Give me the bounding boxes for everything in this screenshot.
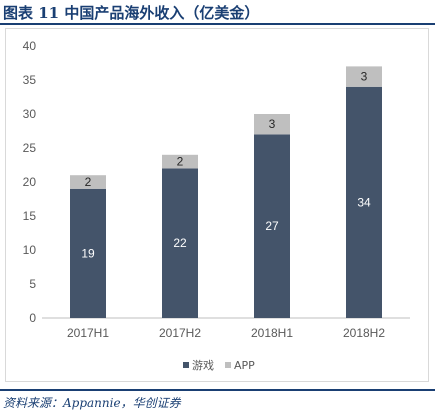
footer-rule: [0, 389, 435, 391]
bar-data-label: 34: [357, 195, 371, 209]
bar-data-label: 27: [265, 219, 279, 233]
y-tick-label: 5: [29, 277, 36, 291]
bar-data-label: 2: [177, 155, 184, 169]
y-tick-label: 40: [23, 39, 37, 53]
chart-frame: [5, 28, 429, 382]
x-tick-label: 2017H1: [67, 326, 109, 340]
title-rule: [0, 23, 435, 25]
bar-data-label: 3: [361, 70, 368, 84]
bar-segment: [70, 175, 106, 189]
y-tick-label: 20: [23, 175, 37, 189]
bar-data-label: 2: [85, 175, 92, 189]
legend-swatch: [183, 362, 189, 368]
x-tick-label: 2018H1: [251, 326, 293, 340]
bar-data-label: 22: [173, 236, 187, 250]
x-tick-label: 2018H2: [343, 326, 385, 340]
bar-segment: [346, 66, 382, 87]
figure-title-bar: 图表 11 中国产品海外收入（亿美金）: [0, 0, 435, 25]
bar-segment: [162, 168, 198, 318]
legend-label: APP: [234, 359, 255, 372]
y-tick-label: 35: [23, 73, 37, 87]
legend-swatch: [225, 362, 231, 368]
source-note: 资料来源：Appannie，华创证券: [3, 396, 181, 410]
legend: 游戏 APP: [183, 359, 255, 372]
bar-segment: [70, 188, 106, 318]
y-tick-label: 30: [23, 107, 37, 121]
figure-title: 图表 11 中国产品海外收入（亿美金）: [3, 4, 260, 22]
y-tick-label: 25: [23, 141, 37, 155]
bar-segment: [162, 154, 198, 169]
y-tick-label: 10: [23, 243, 37, 257]
bar-data-label: 19: [81, 246, 95, 260]
y-axis: 0 5 10 15 20 25 30 35 40: [23, 39, 37, 325]
bar-data-label: 3: [269, 117, 276, 131]
y-tick-label: 15: [23, 209, 37, 223]
y-tick-label: 0: [29, 311, 36, 325]
legend-label: 游戏: [192, 359, 214, 372]
x-axis: 2017H1 2017H2 2018H1 2018H2: [42, 317, 410, 340]
bar-segment: [254, 134, 290, 318]
x-tick-label: 2017H2: [159, 326, 201, 340]
bar-segment: [254, 114, 290, 135]
bar-segment: [346, 86, 382, 318]
